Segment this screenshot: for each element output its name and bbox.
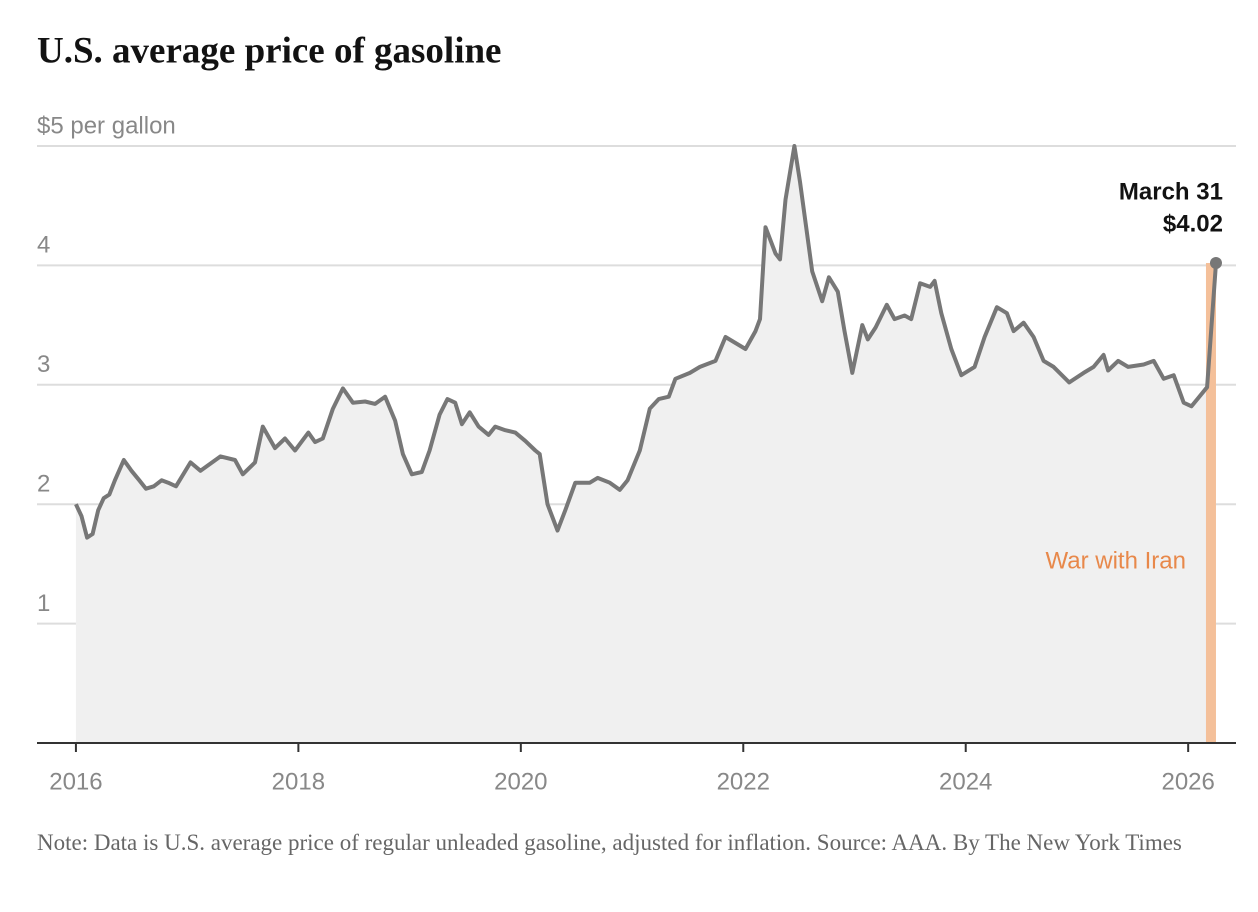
x-tick-label: 2020	[494, 768, 547, 795]
annotation-date: March 31	[1119, 178, 1223, 205]
x-tick-label: 2018	[272, 768, 325, 795]
x-tick-label: 2026	[1161, 768, 1214, 795]
chart: U.S. average price of gasoline 1 2 3 4 $5 pe…	[37, 30, 1236, 795]
y-tick-label: 1	[37, 590, 50, 617]
highlight-label: War with Iran	[1045, 547, 1185, 574]
line	[74, 144, 1218, 540]
annotation-value: $4.02	[1163, 210, 1223, 237]
x-tick-label: 2022	[717, 768, 770, 795]
chart-title: U.S. average price of gasoline	[37, 30, 501, 71]
end-point	[1209, 257, 1222, 270]
note: Note: Data is U.S. average price of regu…	[37, 830, 1182, 855]
x-tick-label: 2016	[49, 768, 102, 795]
area	[75, 146, 1216, 743]
x-tick-label: 2024	[939, 768, 992, 795]
y-tick-label: 2	[37, 471, 50, 498]
y-tick-label: 4	[37, 232, 50, 259]
y-tick-label: 3	[37, 351, 50, 378]
highlight-band	[1205, 263, 1216, 743]
y-tick-label: $5 per gallon	[37, 112, 176, 139]
